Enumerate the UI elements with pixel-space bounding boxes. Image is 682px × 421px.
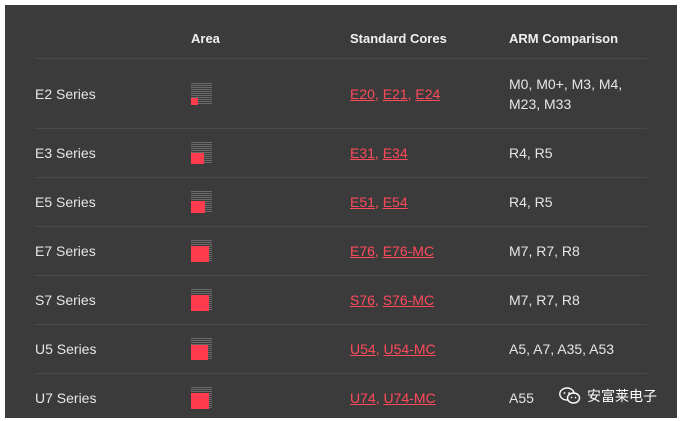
series-name: S7 Series: [35, 292, 96, 308]
area-indicator: [191, 289, 212, 311]
wechat-icon: [559, 387, 581, 405]
header-area: Area: [191, 30, 220, 46]
core-link[interactable]: U74: [350, 390, 376, 406]
arm-comparison: M0, M0+, M3, M4, M23, M33: [509, 75, 623, 112]
area-fill: [191, 153, 204, 164]
series-name: E7 Series: [35, 243, 96, 259]
area-indicator: [191, 387, 212, 409]
series-name: U7 Series: [35, 390, 97, 406]
core-link[interactable]: E76: [350, 243, 375, 259]
comparison-panel: Area Standard Cores ARM Comparison E2 Se…: [5, 5, 677, 418]
core-link[interactable]: S76: [350, 292, 375, 308]
header-standard-cores: Standard Cores: [350, 30, 447, 46]
area-fill: [191, 295, 209, 311]
series-name: E2 Series: [35, 85, 96, 102]
arm-comparison: A5, A7, A35, A53: [509, 341, 615, 357]
area-fill: [191, 393, 209, 409]
table-row: U7 Series U74, U74-MC A55: [35, 374, 647, 418]
area-cell: [191, 325, 271, 373]
core-link[interactable]: E51: [350, 194, 375, 210]
standard-cores-cell: E20, E21, E24: [350, 59, 500, 128]
standard-cores-cell: E31 , E34: [350, 129, 500, 177]
area-indicator: [191, 240, 212, 262]
core-separator: ,: [374, 194, 383, 210]
standard-cores-cell: S76, S76-MC: [350, 276, 500, 324]
watermark: 安富莱电子: [559, 386, 657, 406]
core-comparison-table: Area Standard Cores ARM Comparison E2 Se…: [35, 19, 647, 418]
table-row: E5 Series E51 , E54 R4, R5: [35, 178, 647, 227]
core-separator: ,: [374, 145, 383, 161]
area-cell: [191, 374, 271, 418]
area-fill: [191, 97, 198, 105]
core-link[interactable]: E54: [382, 194, 408, 210]
table-row: U5 Series U54, U54-MC A5, A7, A35, A53: [35, 325, 647, 374]
core-separator: ,: [374, 85, 383, 102]
standard-cores-cell: U54, U54-MC: [350, 325, 500, 373]
core-link[interactable]: E31: [350, 145, 375, 161]
series-name: U5 Series: [35, 341, 97, 357]
area-fill: [191, 345, 208, 360]
table-row: E3 Series E31 , E34 R4, R5: [35, 129, 647, 178]
standard-cores-cell: E51 , E54: [350, 178, 500, 226]
core-link[interactable]: S76-MC: [382, 292, 435, 308]
area-cell: [191, 129, 271, 177]
arm-comparison: A55: [509, 390, 534, 406]
watermark-text: 安富莱电子: [587, 389, 657, 405]
area-fill: [191, 201, 205, 213]
table-row: E7 Series E76, E76-MC M7, R7, R8: [35, 227, 647, 276]
area-cell: [191, 59, 271, 128]
core-link[interactable]: U54-MC: [383, 341, 436, 357]
area-indicator: [191, 82, 212, 105]
standard-cores-cell: E76, E76-MC: [350, 227, 500, 275]
arm-comparison: R4, R5: [509, 194, 553, 210]
core-link[interactable]: E21: [382, 85, 408, 102]
series-name: E5 Series: [35, 194, 96, 210]
core-separator: ,: [407, 85, 416, 102]
core-separator: ,: [374, 292, 383, 308]
table-row: S7 Series S76, S76-MC M7, R7, R8: [35, 276, 647, 325]
area-cell: [191, 227, 271, 275]
area-cell: [191, 178, 271, 226]
core-link[interactable]: E34: [382, 145, 408, 161]
core-separator: ,: [375, 390, 384, 406]
area-indicator: [191, 142, 212, 164]
area-indicator: [191, 191, 212, 213]
arm-comparison: M7, R7, R8: [509, 243, 580, 259]
header-series: [35, 19, 175, 58]
area-indicator: [191, 338, 212, 360]
core-link[interactable]: E20: [350, 85, 375, 102]
area-fill: [191, 246, 209, 262]
core-link[interactable]: U54: [350, 341, 376, 357]
core-link[interactable]: E24: [415, 85, 441, 102]
arm-comparison: M7, R7, R8: [509, 292, 580, 308]
standard-cores-cell: U74, U74-MC: [350, 374, 500, 418]
core-link[interactable]: E76-MC: [382, 243, 435, 259]
table-row: E2 Series E20, E21, E24 M0, M0+, M3, M4, M…: [35, 59, 647, 129]
core-separator: ,: [375, 341, 384, 357]
table-header: Area Standard Cores ARM Comparison: [35, 19, 647, 59]
core-separator: ,: [374, 243, 383, 259]
area-cell: [191, 276, 271, 324]
series-name: E3 Series: [35, 145, 96, 161]
arm-comparison: R4, R5: [509, 145, 553, 161]
core-link[interactable]: U74-MC: [383, 390, 436, 406]
header-arm-comparison: ARM Comparison: [509, 30, 619, 46]
